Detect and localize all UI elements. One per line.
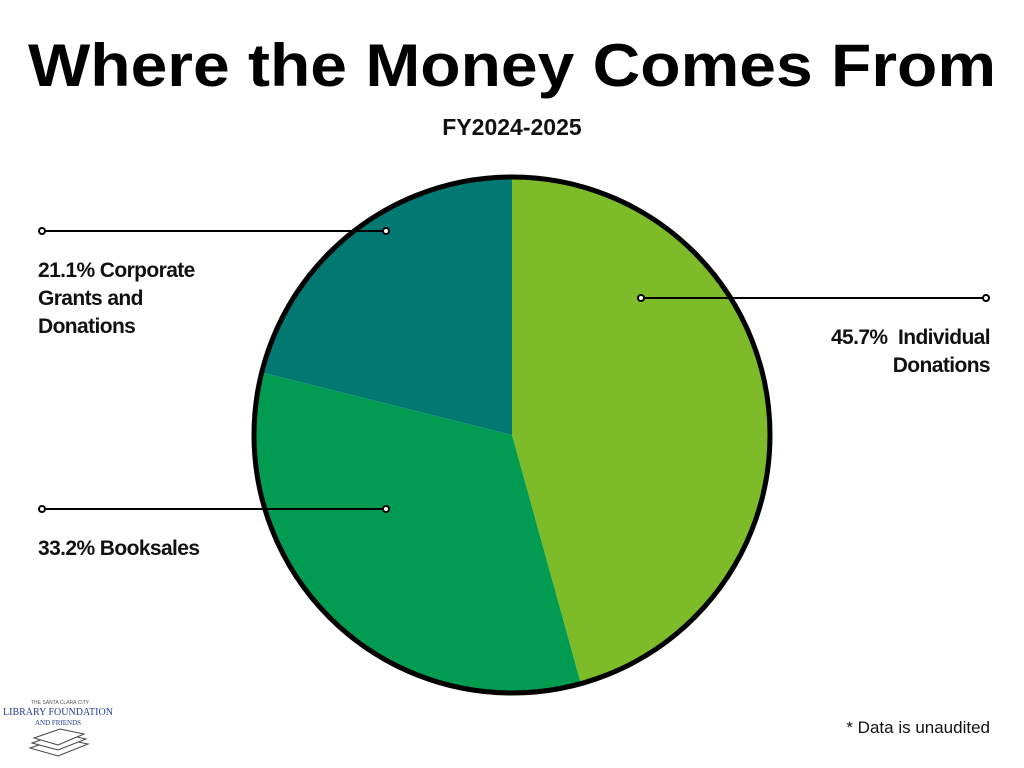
slice-label: 21.1% Corporate Grants and Donations [38, 257, 228, 341]
logo: THE SANTA CLARA CITY LIBRARY FOUNDATION … [3, 700, 113, 757]
leader-dot [38, 227, 46, 235]
category-label: Booksales [99, 537, 200, 560]
slice-label: 45.7% Individual Donations [790, 324, 991, 380]
slice-label: 33.2% Booksales [38, 535, 298, 563]
leader-dot [637, 294, 645, 302]
leader-dot [38, 505, 46, 513]
leader-lines [38, 227, 990, 513]
pie-outline [251, 174, 773, 696]
footnote: * Data is unaudited [846, 718, 990, 737]
logo-text: THE SANTA CLARA CITY [31, 700, 90, 706]
pie-slice [512, 177, 770, 684]
pie [254, 177, 770, 693]
pie-slice [254, 372, 581, 693]
leader-dot [382, 505, 390, 513]
value-label: 45.7% [830, 326, 888, 349]
chart-subtitle: FY2024-2025 [442, 114, 582, 140]
category-label: Corporate Grants and Donations [38, 259, 195, 338]
leader-dot [982, 294, 990, 302]
logo-text: LIBRARY FOUNDATION [3, 707, 113, 718]
logo-text: AND FRIENDS [35, 719, 81, 727]
category-label: Individual Donations [892, 326, 991, 377]
leader-dot [382, 227, 390, 235]
value-label: 21.1% [38, 259, 95, 282]
value-label: 33.2% [38, 537, 95, 560]
chart-title: Where the Money Comes From [28, 32, 996, 99]
pie-slice [261, 177, 512, 435]
logo-books [28, 728, 90, 757]
